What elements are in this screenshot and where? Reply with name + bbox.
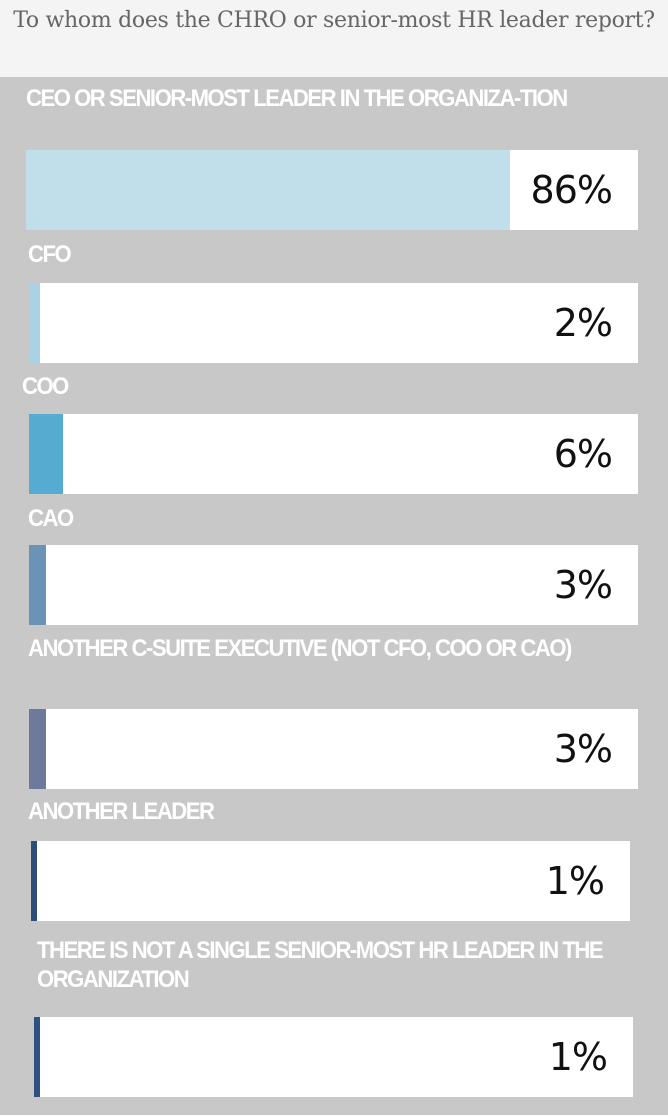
category-label: CFO [28,241,72,268]
title-area: To whom does the CHRO or senior-most HR … [0,0,668,77]
data-label: 1% [545,859,605,903]
bar-track: 2% [29,283,638,363]
bar-track: 86% [26,150,638,230]
category-label: THERE IS NOT A SINGLE SENIOR-MOST HR LEA… [37,937,604,993]
data-label: 86% [530,168,613,212]
data-label: 6% [553,432,613,476]
data-label: 3% [553,727,613,771]
plot-area: CEO OR SENIOR-MOST LEADER IN THE ORGANIZ… [0,77,668,1115]
bar [31,841,37,921]
bar [29,283,41,363]
bar [29,709,46,789]
data-label: 3% [553,563,613,607]
bar-track: 3% [29,709,638,789]
bar-track: 1% [31,841,630,921]
data-label: 1% [548,1035,608,1079]
chart-title: To whom does the CHRO or senior-most HR … [13,8,655,33]
category-label: ANOTHER C-SUITE EXECUTIVE (NOT CFO, COO … [28,635,572,662]
bar [29,545,46,625]
category-label: ANOTHER LEADER [28,798,215,825]
category-label: CAO [28,505,74,532]
data-label: 2% [553,301,613,345]
bar [29,414,63,494]
bar [34,1017,40,1097]
category-label: COO [22,373,69,400]
bar [26,150,511,230]
bar-track: 3% [29,545,638,625]
bar-track: 6% [29,414,638,494]
category-label: CEO OR SENIOR-MOST LEADER IN THE ORGANIZ… [26,85,568,112]
bar-track: 1% [34,1017,633,1097]
